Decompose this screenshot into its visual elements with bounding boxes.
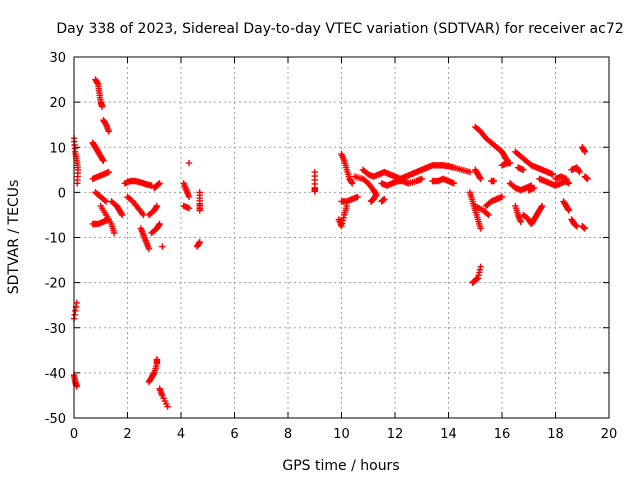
data-point — [153, 202, 161, 210]
x-axis-tick-labels: 0 2 4 6 8 10 12 14 16 18 20 — [70, 427, 617, 442]
data-points — [70, 76, 591, 410]
y-tick-label: -10 — [45, 232, 66, 247]
chart-title: Day 338 of 2023, Sidereal Day-to-day VTE… — [56, 21, 623, 37]
y-tick-label: -40 — [45, 367, 66, 382]
data-point — [484, 210, 491, 218]
data-point — [156, 220, 163, 228]
y-tick-label: -50 — [45, 412, 66, 427]
data-point — [156, 180, 163, 187]
data-point — [576, 168, 583, 176]
data-point — [490, 177, 498, 185]
data-point — [185, 193, 193, 201]
data-point — [98, 103, 106, 110]
data-point — [105, 168, 112, 176]
data-point — [381, 195, 388, 203]
data-point — [105, 128, 112, 135]
data-point — [185, 159, 193, 167]
x-tick-label: 12 — [387, 427, 404, 442]
data-point — [485, 211, 492, 219]
data-point — [466, 168, 474, 176]
x-tick-label: 10 — [333, 427, 350, 442]
data-point — [145, 245, 153, 252]
data-point — [140, 211, 147, 219]
plot-area-border — [73, 56, 610, 419]
data-point — [367, 198, 375, 205]
data-point — [159, 243, 166, 250]
data-point — [549, 171, 557, 178]
x-tick-label: 20 — [601, 427, 618, 442]
data-point — [153, 356, 161, 363]
data-point — [73, 383, 80, 390]
data-point — [584, 175, 591, 183]
data-point — [418, 175, 425, 183]
data-point — [196, 207, 203, 214]
data-point — [477, 175, 484, 183]
data-point — [581, 225, 589, 232]
y-tick-label: 0 — [58, 186, 66, 201]
x-tick-label: 16 — [494, 427, 511, 442]
data-point — [538, 202, 546, 210]
x-tick-label: 6 — [230, 427, 238, 442]
data-point — [118, 211, 126, 219]
data-point — [506, 159, 514, 167]
data-point — [450, 180, 458, 187]
x-tick-label: 14 — [440, 427, 457, 442]
data-point — [354, 193, 361, 201]
data-point — [101, 197, 108, 204]
data-point — [573, 223, 581, 230]
x-tick-label: 18 — [547, 427, 564, 442]
y-axis-tick-labels: -50 -40 -30 -20 -10 0 10 20 30 — [45, 51, 66, 427]
data-point — [520, 166, 527, 174]
data-point — [193, 243, 201, 250]
data-point — [565, 180, 573, 187]
data-point — [100, 157, 107, 164]
y-tick-label: -30 — [45, 322, 66, 337]
data-point — [517, 218, 524, 225]
data-point — [581, 148, 589, 155]
data-point — [477, 225, 484, 232]
x-tick-label: 8 — [284, 427, 292, 442]
data-point — [563, 175, 570, 183]
data-point — [73, 299, 80, 307]
data-point — [311, 188, 318, 195]
x-axis-label: GPS time / hours — [282, 458, 399, 474]
data-point — [74, 180, 81, 187]
data-point — [498, 193, 506, 201]
data-point — [185, 204, 193, 212]
data-point — [530, 184, 538, 192]
data-point — [477, 263, 484, 271]
x-tick-label: 2 — [123, 427, 131, 442]
data-point — [565, 207, 573, 214]
y-axis-label: SDTVAR / TECUs — [6, 180, 22, 295]
y-tick-label: -20 — [45, 277, 66, 292]
data-point — [110, 229, 118, 237]
x-tick-label: 0 — [70, 427, 78, 442]
y-tick-label: 20 — [49, 96, 66, 111]
y-tick-label: 10 — [49, 141, 66, 156]
y-tick-label: 30 — [49, 51, 66, 66]
data-point — [164, 403, 171, 410]
data-point — [349, 180, 356, 187]
data-point — [102, 198, 110, 205]
grid-lines — [74, 57, 609, 418]
x-tick-label: 4 — [177, 427, 185, 442]
